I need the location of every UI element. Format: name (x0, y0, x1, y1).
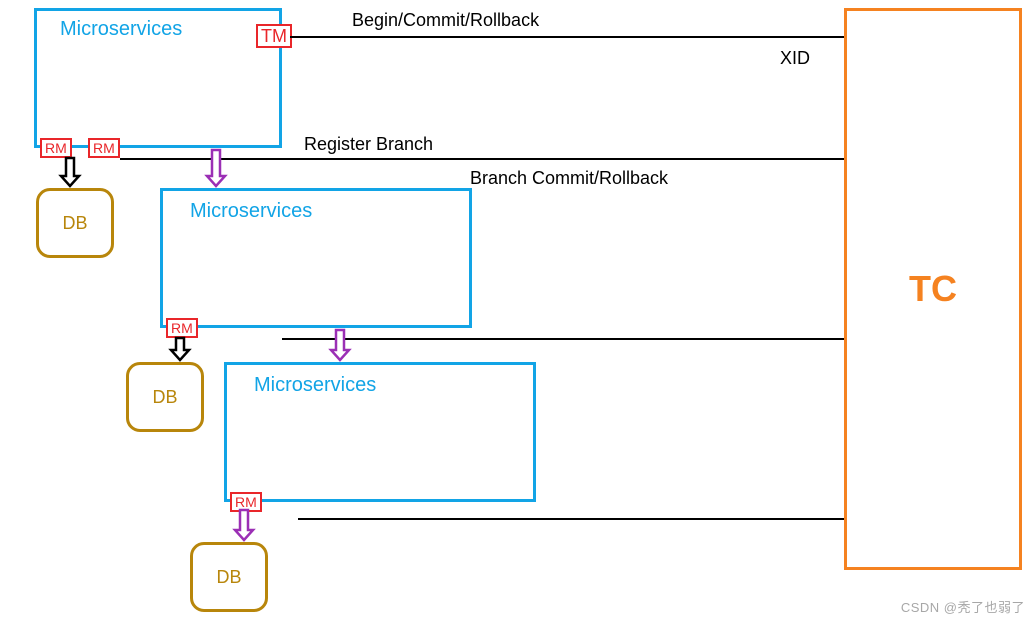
arrows-layer (0, 0, 1033, 622)
watermark-text: CSDN @秃了也弱了 (901, 597, 1025, 616)
